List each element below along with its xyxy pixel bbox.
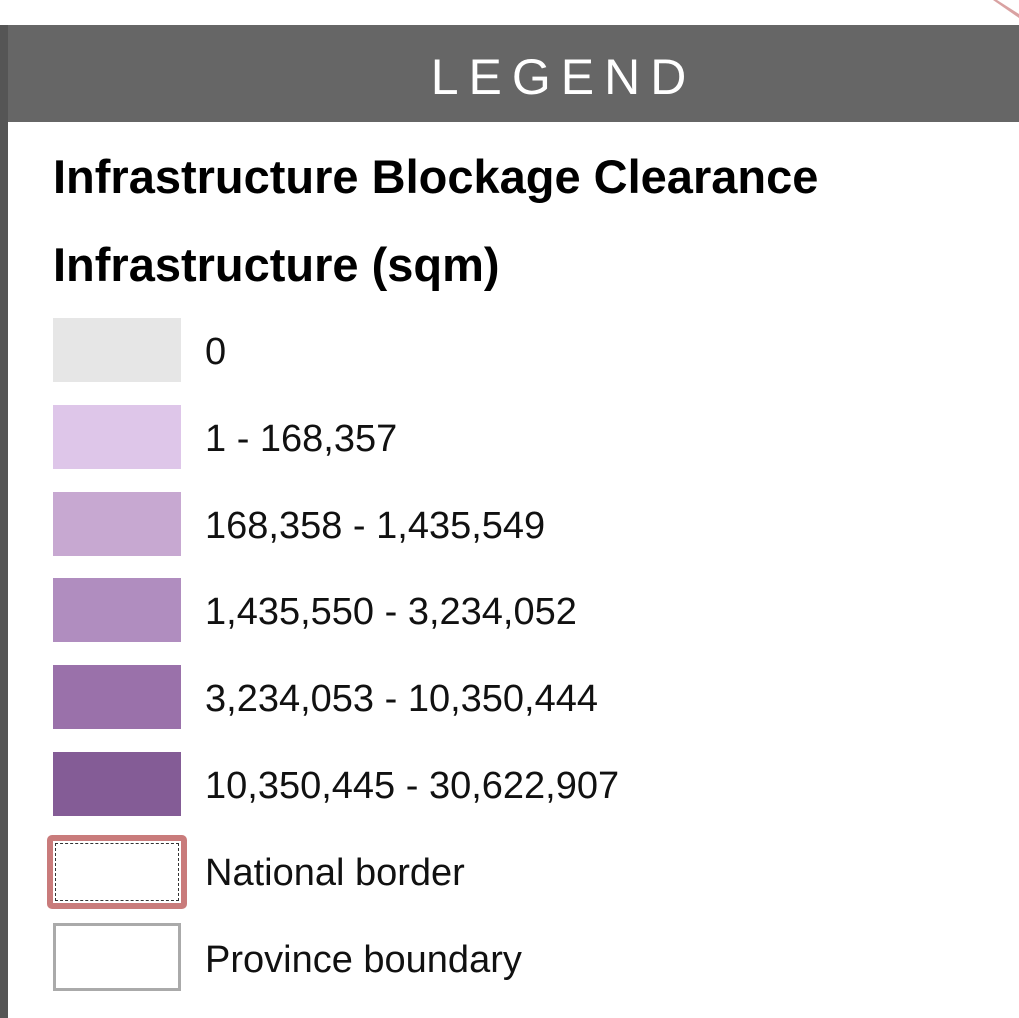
item-label: 3,234,053 - 10,350,444 (205, 678, 599, 721)
color-swatch (53, 752, 181, 816)
item-label: 168,358 - 1,435,549 (205, 504, 546, 547)
item-label: 10,350,445 - 30,622,907 (205, 765, 620, 807)
line-swatch (53, 922, 181, 991)
legend-item: 1 - 168,357 (53, 404, 1013, 469)
legend-item: 3,234,053 - 10,350,444 (53, 665, 1013, 730)
legend-item: 10,350,445 - 30,622,907 (53, 752, 1013, 816)
legend-line-item: National border (47, 834, 1013, 909)
item-label: National border (205, 851, 465, 894)
color-swatch (53, 318, 181, 382)
color-swatch (53, 404, 181, 469)
item-label: Province boundary (205, 938, 522, 981)
color-swatch (53, 491, 181, 556)
map-corner (993, 0, 1019, 18)
item-label: 0 (205, 331, 227, 373)
color-swatch (53, 578, 181, 643)
legend-header: LEGEND (8, 25, 1019, 122)
legend-item: 0 (53, 318, 1013, 382)
line-swatch (47, 834, 187, 909)
legend-panel: LEGEND Infrastructure Blockage Clearance… (0, 25, 1019, 1018)
legend-line-item: Province boundary (53, 922, 1013, 991)
item-label: 1 - 168,357 (205, 417, 398, 460)
legend-item: 168,358 - 1,435,549 (53, 491, 1013, 556)
legend-item: 1,435,550 - 3,234,052 (53, 578, 1013, 643)
legend-subtitle: Infrastructure (sqm) (53, 238, 500, 291)
legend-title: Infrastructure Blockage Clearance (53, 150, 819, 203)
color-swatch (53, 665, 181, 730)
item-label: 1,435,550 - 3,234,052 (205, 591, 577, 634)
